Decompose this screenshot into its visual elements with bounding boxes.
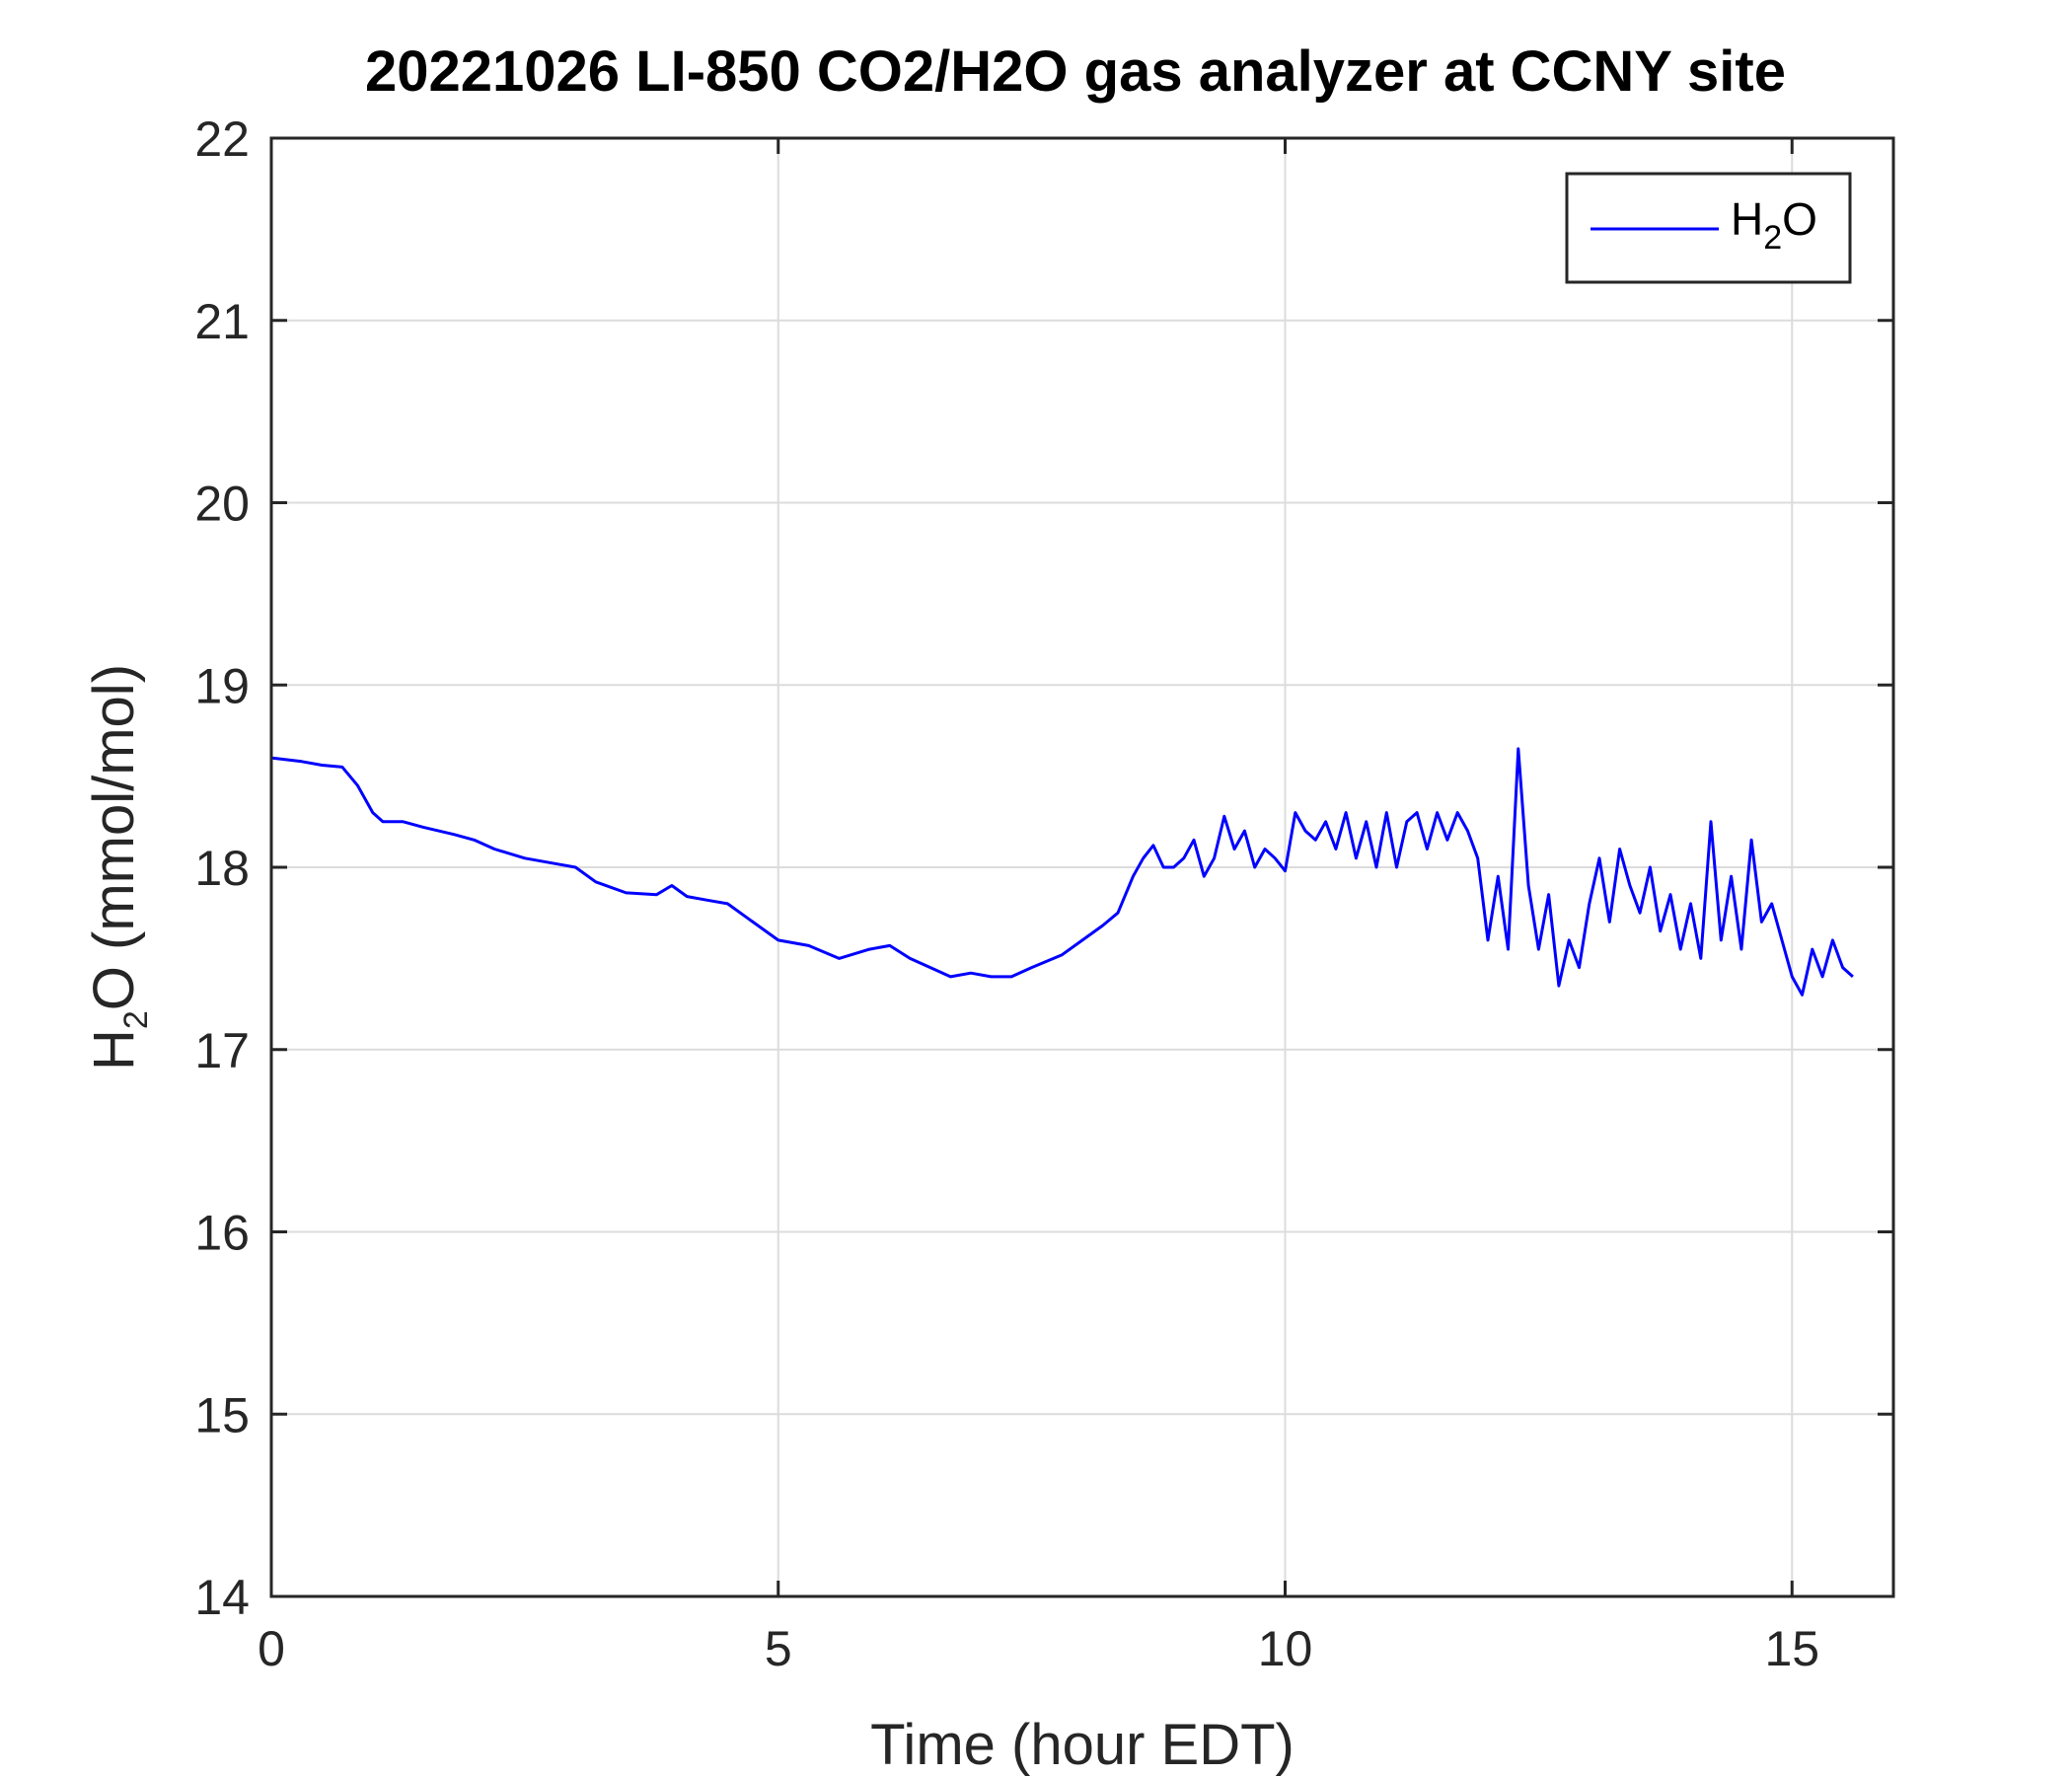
legend-label: H2O <box>1731 193 1817 257</box>
y-tick-label: 19 <box>194 658 250 713</box>
legend-label-main: H <box>1731 193 1763 245</box>
series-layer <box>270 747 1854 997</box>
x-axis-label: Time (hour EDT) <box>870 1713 1295 1776</box>
y-axis-label-main: H <box>82 1029 146 1071</box>
y-tick-label: 14 <box>194 1570 250 1625</box>
x-tick-label: 10 <box>1258 1621 1313 1676</box>
x-tick-label: 0 <box>258 1621 285 1676</box>
series-line-h2o <box>270 747 1854 997</box>
y-tick-label: 20 <box>194 477 250 532</box>
axis-ticks <box>269 136 1893 1598</box>
legend-label-rest: O <box>1782 193 1817 245</box>
y-tick-label: 22 <box>194 111 250 167</box>
y-tick-label: 18 <box>194 841 250 896</box>
chart-title: 20221026 LI-850 CO2/H2O gas analyzer at … <box>365 39 1786 104</box>
x-tick-labels: 0 5 10 15 <box>258 1621 1819 1676</box>
y-axis-label: H2O (mmol/mol) <box>82 664 155 1071</box>
legend: H2O <box>1565 172 1852 284</box>
y-tick-label: 21 <box>194 294 250 349</box>
x-tick-label: 15 <box>1764 1621 1819 1676</box>
y-tick-label: 17 <box>194 1023 250 1078</box>
y-axis-label-rest: O (mmol/mol) <box>82 664 146 1010</box>
x-tick-label: 5 <box>765 1621 792 1676</box>
legend-label-subscript: 2 <box>1763 219 1782 257</box>
y-tick-label: 15 <box>194 1387 250 1443</box>
y-tick-label: 16 <box>194 1206 250 1261</box>
y-tick-labels: 14 15 16 17 18 19 20 21 22 <box>194 111 250 1625</box>
y-axis-label-subscript: 2 <box>117 1010 155 1029</box>
